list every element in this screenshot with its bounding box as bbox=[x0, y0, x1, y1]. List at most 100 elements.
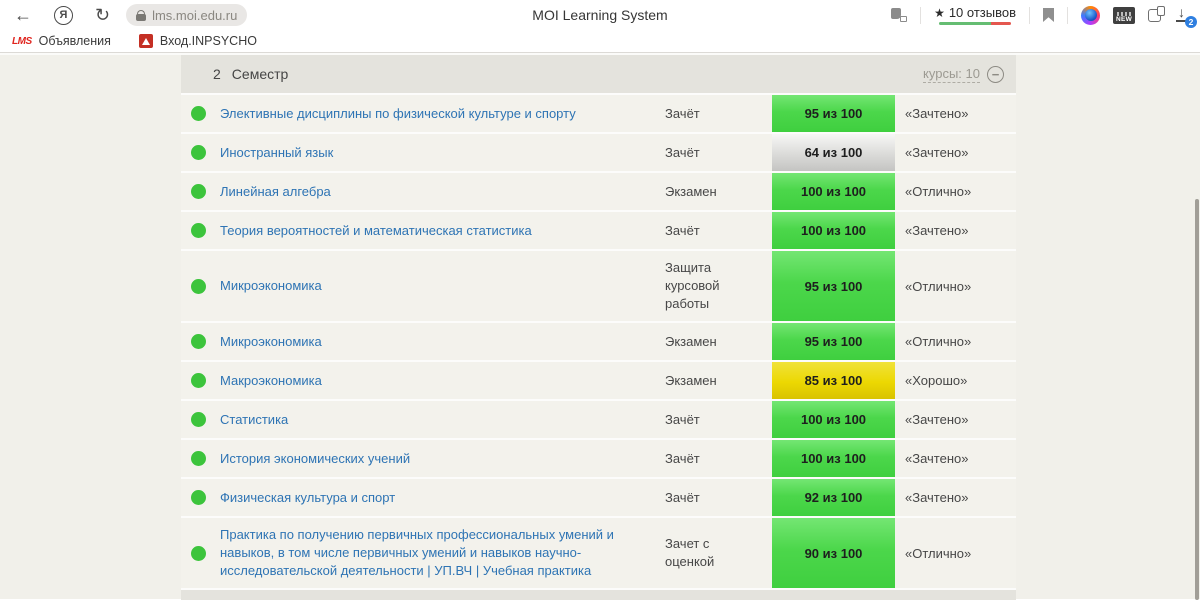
extension-circle-icon[interactable] bbox=[1081, 5, 1100, 25]
score-badge: 90 из 100 bbox=[772, 518, 895, 588]
score-badge: 100 из 100 bbox=[772, 212, 895, 249]
back-icon[interactable]: ← bbox=[14, 5, 32, 25]
course-link[interactable]: Линейная алгебра bbox=[220, 183, 331, 199]
yandex-icon[interactable]: Я bbox=[54, 5, 73, 25]
lock-icon bbox=[136, 9, 147, 21]
exam-type: Зачёт bbox=[665, 222, 700, 238]
course-link[interactable]: Теория вероятностей и математическая ста… bbox=[220, 222, 532, 238]
url-text: lms.moi.edu.ru bbox=[152, 7, 238, 23]
status-dot-icon bbox=[191, 223, 206, 238]
exam-type: Зачёт bbox=[665, 105, 700, 121]
score-badge: 95 из 100 bbox=[772, 251, 895, 321]
course-row: Физическая культура и спорт Зачёт 92 из … bbox=[181, 479, 1016, 518]
score-badge: 95 из 100 bbox=[772, 323, 895, 360]
course-link[interactable]: Физическая культура и спорт bbox=[220, 489, 396, 505]
bookmark-label: Вход.INPSYCHO bbox=[159, 34, 257, 48]
course-link[interactable]: Микроэкономика bbox=[220, 278, 322, 293]
grade-text: «Зачтено» bbox=[905, 223, 969, 238]
grade-text: «Зачтено» bbox=[905, 145, 969, 160]
status-dot-icon bbox=[191, 451, 206, 466]
exam-type: Защита курсовой работы bbox=[665, 260, 720, 311]
bookmark-inpsycho[interactable]: Вход.INPSYCHO bbox=[138, 34, 257, 48]
scrollbar-thumb[interactable] bbox=[1195, 199, 1199, 600]
course-row: Макроэкономика Экзамен 85 из 100 «Хорошо… bbox=[181, 362, 1016, 401]
exam-type: Зачёт bbox=[665, 144, 700, 160]
semester-number: 2 bbox=[213, 66, 221, 82]
course-link[interactable]: Макроэкономика bbox=[220, 372, 322, 388]
status-dot-icon bbox=[191, 412, 206, 427]
course-row: Статистика Зачёт 100 из 100 «Зачтено» bbox=[181, 401, 1016, 440]
lms-logo-icon: LMS bbox=[12, 35, 32, 47]
rating-bar bbox=[939, 22, 1012, 25]
semester-2-header: 2 Семестр курсы: 10 − bbox=[181, 55, 1016, 95]
course-row: Практика по получению первичных професси… bbox=[181, 518, 1016, 590]
toolbar-right-icons: ★ 10 отзывов NEW ↓ 2 bbox=[891, 0, 1197, 30]
bookmark-flag-icon[interactable] bbox=[1043, 8, 1054, 22]
rating-label: 10 отзывов bbox=[948, 5, 1016, 20]
course-link[interactable]: Практика по получению первичных професси… bbox=[220, 527, 614, 578]
course-row: Линейная алгебра Экзамен 100 из 100 «Отл… bbox=[181, 173, 1016, 212]
camera-new-extension-icon[interactable]: NEW bbox=[1113, 6, 1135, 24]
course-link[interactable]: Статистика bbox=[220, 411, 289, 427]
star-icon: ★ bbox=[934, 5, 945, 20]
course-link[interactable]: Элективные дисциплины по физической куль… bbox=[220, 105, 576, 121]
protect-icon[interactable] bbox=[891, 8, 908, 22]
grade-text: «Отлично» bbox=[905, 278, 972, 294]
lms-page: 2 Семестр курсы: 10 − Элективные дисципл… bbox=[0, 53, 1200, 600]
status-dot-icon bbox=[191, 145, 206, 160]
bookmark-label: Объявления bbox=[38, 34, 111, 48]
divider bbox=[1067, 6, 1068, 24]
course-row: Микроэкономика Защита курсовой работы 95… bbox=[181, 251, 1016, 323]
exam-type: Экзамен bbox=[665, 333, 717, 349]
page-title: MOI Learning System bbox=[532, 7, 668, 23]
status-dot-icon bbox=[191, 545, 206, 561]
downloads-icon[interactable]: ↓ 2 bbox=[1174, 4, 1197, 28]
course-link[interactable]: История экономических учений bbox=[220, 450, 411, 466]
score-badge: 95 из 100 bbox=[772, 95, 895, 132]
score-badge: 100 из 100 bbox=[772, 401, 895, 438]
semester-label: Семестр bbox=[231, 66, 289, 82]
exam-type: Зачёт bbox=[665, 411, 700, 427]
status-dot-icon bbox=[191, 278, 206, 294]
course-row: Элективные дисциплины по физической куль… bbox=[181, 95, 1016, 134]
grade-text: «Отлично» bbox=[905, 334, 972, 349]
address-bar[interactable]: lms.moi.edu.ru bbox=[126, 4, 248, 26]
courses-count-link[interactable]: курсы: 10 bbox=[923, 65, 980, 83]
collapse-minus-icon[interactable]: − bbox=[987, 65, 1004, 83]
status-dot-icon bbox=[191, 334, 206, 349]
divider bbox=[1029, 6, 1030, 24]
score-badge: 85 из 100 bbox=[772, 362, 895, 399]
semester-grades-table: 2 Семестр курсы: 10 − Элективные дисципл… bbox=[181, 55, 1016, 600]
grade-text: «Зачтено» bbox=[905, 412, 969, 427]
score-badge: 92 из 100 bbox=[772, 479, 895, 516]
semester-3-header: 3 Семестр курсы: 10 + bbox=[181, 590, 1016, 600]
bookmark-announcements[interactable]: LMS Объявления bbox=[12, 34, 111, 48]
grade-text: «Отлично» bbox=[905, 545, 972, 561]
status-dot-icon bbox=[191, 373, 206, 388]
inpsycho-logo-icon bbox=[138, 34, 153, 48]
course-link[interactable]: Иностранный язык bbox=[220, 144, 334, 160]
course-link[interactable]: Микроэкономика bbox=[220, 333, 322, 349]
status-dot-icon bbox=[191, 490, 206, 505]
grade-text: «Зачтено» bbox=[905, 106, 969, 121]
grade-text: «Зачтено» bbox=[905, 490, 969, 505]
status-dot-icon bbox=[191, 106, 206, 121]
grade-text: «Отлично» bbox=[905, 184, 972, 199]
divider bbox=[920, 6, 922, 24]
downloads-count-badge: 2 bbox=[1185, 16, 1197, 28]
collections-icon[interactable] bbox=[1148, 5, 1165, 22]
course-row: Иностранный язык Зачёт 64 из 100 «Зачтен… bbox=[181, 134, 1016, 173]
semester-title: 2 Семестр bbox=[213, 66, 288, 82]
site-rating-button[interactable]: ★ 10 отзывов bbox=[934, 5, 1016, 25]
course-rows: Элективные дисциплины по физической куль… bbox=[181, 95, 1016, 590]
status-dot-icon bbox=[191, 184, 206, 199]
exam-type: Зачёт bbox=[665, 450, 700, 466]
course-row: История экономических учений Зачёт 100 и… bbox=[181, 440, 1016, 479]
refresh-icon[interactable]: ↻ bbox=[95, 5, 111, 25]
new-badge: NEW bbox=[1115, 15, 1133, 23]
browser-toolbar: ← Я ↻ lms.moi.edu.ru MOI Learning System… bbox=[0, 0, 1200, 30]
score-badge: 64 из 100 bbox=[772, 134, 895, 171]
grade-text: «Хорошо» bbox=[905, 373, 968, 388]
course-row: Теория вероятностей и математическая ста… bbox=[181, 212, 1016, 251]
nav-icons: ← Я ↻ bbox=[14, 5, 111, 25]
